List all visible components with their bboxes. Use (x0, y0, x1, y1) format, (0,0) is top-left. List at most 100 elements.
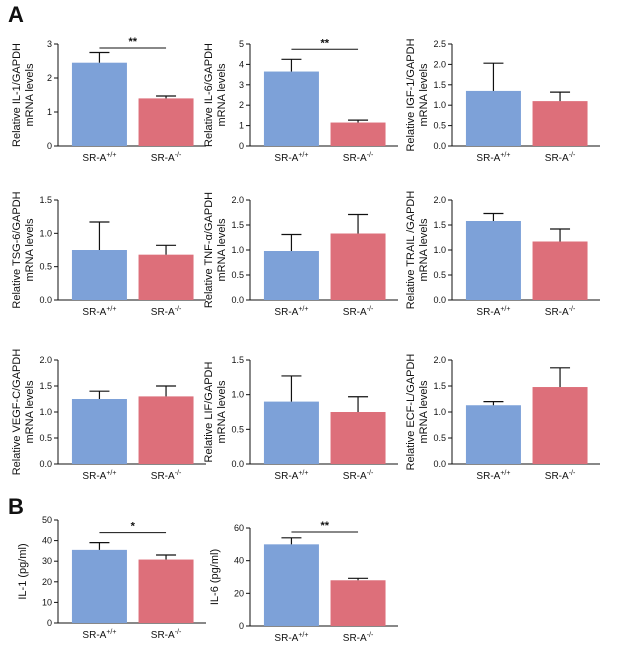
bar (138, 396, 194, 464)
chart-11: 0 20 40 60 SR-A+/+ SR-A-/- ** IL-6 (pg/ml) (209, 520, 398, 644)
bar (138, 98, 194, 146)
bar (138, 254, 194, 300)
y-tick-label: 20 (234, 588, 244, 598)
y-tick-label: 0.0 (433, 295, 446, 305)
y-axis-label: mRNA levels (216, 218, 228, 281)
x-tick-label: SR-A+/+ (82, 470, 116, 482)
y-axis-label: mRNA levels (216, 63, 228, 126)
significance-label: ** (320, 520, 329, 532)
x-tick-label: SR-A+/+ (274, 470, 308, 482)
x-tick-label: SR-A+/+ (82, 306, 116, 318)
x-tick-label: SR-A+/+ (274, 632, 308, 644)
y-tick-label: 0.5 (39, 433, 52, 443)
y-tick-label: 2.0 (433, 355, 446, 365)
x-tick-label: SR-A-/- (151, 629, 182, 641)
chart-5: 0.0 0.5 1.0 1.5 2.0 SR-A+/+ SR-A-/- Relative TN… (203, 192, 398, 318)
significance-label: ** (128, 36, 137, 48)
y-tick-label: 1 (47, 107, 52, 117)
significance-label: * (131, 521, 136, 533)
bar (263, 544, 319, 626)
chart-1: 0 1 2 3 SR-A+/+ SR-A-/- ** Relative IL-1/GAPDH m… (11, 36, 206, 164)
y-axis-label: IL-1 (pg/ml) (17, 543, 29, 599)
y-axis-label: mRNA levels (216, 380, 228, 443)
bar (71, 399, 127, 464)
bar (71, 62, 127, 147)
y-tick-label: 30 (42, 556, 52, 566)
x-tick-label: SR-A-/- (343, 470, 374, 482)
y-tick-label: 5 (239, 39, 244, 49)
y-tick-label: 1.0 (433, 407, 446, 417)
y-axis-label: Relative VEGF-C/GAPDH (11, 349, 23, 476)
y-tick-label: 0.0 (231, 459, 244, 469)
y-tick-label: 0.5 (433, 121, 446, 131)
y-tick-label: 0.0 (433, 141, 446, 151)
y-axis-label: mRNA levels (418, 218, 430, 281)
panel-label-a: A (8, 2, 24, 27)
bar (263, 401, 319, 464)
x-tick-label: SR-A-/- (151, 306, 182, 318)
y-axis-label: Relative IGF-1/GAPDH (405, 38, 417, 151)
y-tick-label: 2.0 (231, 195, 244, 205)
y-tick-label: 1.5 (39, 381, 52, 391)
x-tick-label: SR-A+/+ (82, 629, 116, 641)
x-tick-label: SR-A-/- (545, 470, 576, 482)
x-tick-label: SR-A+/+ (274, 152, 308, 164)
y-axis-label: Relative TRAIL /GAPDH (405, 191, 417, 310)
y-axis-label: IL-6 (pg/ml) (209, 549, 221, 605)
y-tick-label: 40 (234, 556, 244, 566)
y-tick-label: 0.5 (433, 433, 446, 443)
y-tick-label: 0 (239, 621, 244, 631)
y-axis-label: Relative ECF-L/GAPDH (405, 354, 417, 471)
y-axis-label: Relative IL-6/GAPDH (203, 43, 215, 147)
x-tick-label: SR-A+/+ (82, 152, 116, 164)
y-axis-label: Relative TSG-6/GAPDH (11, 191, 23, 308)
y-axis-label: mRNA levels (418, 63, 430, 126)
y-axis-label: mRNA levels (24, 218, 36, 281)
x-tick-label: SR-A-/- (343, 632, 374, 644)
y-tick-label: 2.0 (433, 59, 446, 69)
chart-2: 0 1 2 3 4 5 SR-A+/+ SR-A-/- ** Relative IL-6/GAPD… (203, 37, 398, 164)
bar (71, 549, 127, 623)
bar (138, 559, 194, 623)
y-tick-label: 2.5 (433, 39, 446, 49)
y-tick-label: 0 (47, 141, 52, 151)
x-tick-label: SR-A-/- (343, 152, 374, 164)
bar (330, 122, 386, 146)
bar (532, 101, 588, 146)
chart-3: 0.0 0.5 1.0 1.5 2.0 2.5 SR-A+/+ SR-A-/- Relative… (405, 38, 600, 164)
y-tick-label: 0.5 (39, 262, 52, 272)
y-tick-label: 1.5 (433, 80, 446, 90)
x-tick-label: SR-A-/- (343, 306, 374, 318)
y-axis-label: mRNA levels (24, 63, 36, 126)
x-tick-label: SR-A-/- (545, 306, 576, 318)
y-tick-label: 0.0 (231, 295, 244, 305)
chart-10: 0 10 20 30 40 50 SR-A+/+ SR-A-/- * IL-1 (pg/ml) (17, 515, 206, 641)
y-tick-label: 0.0 (433, 459, 446, 469)
y-axis-label: Relative IL-1/GAPDH (11, 43, 23, 147)
bar (532, 241, 588, 300)
bar (71, 250, 127, 300)
bar (263, 71, 319, 146)
y-tick-label: 1.0 (433, 245, 446, 255)
bar (330, 580, 386, 626)
y-tick-label: 4 (239, 59, 244, 69)
y-tick-label: 10 (42, 597, 52, 607)
bar (465, 405, 521, 464)
y-tick-label: 2.0 (39, 355, 52, 365)
bar (465, 90, 521, 146)
bar (330, 412, 386, 464)
y-tick-label: 0.0 (39, 295, 52, 305)
y-axis-label: Relative TNF-α/GAPDH (203, 192, 215, 308)
y-tick-label: 40 (42, 536, 52, 546)
bar (330, 233, 386, 300)
y-axis-label: mRNA levels (24, 380, 36, 443)
y-tick-label: 1.0 (39, 228, 52, 238)
x-tick-label: SR-A+/+ (476, 152, 510, 164)
y-tick-label: 1.0 (433, 100, 446, 110)
y-tick-label: 1.0 (231, 390, 244, 400)
y-tick-label: 0 (239, 141, 244, 151)
x-tick-label: SR-A+/+ (476, 470, 510, 482)
y-axis-label: Relative LIF/GAPDH (203, 362, 215, 463)
chart-6: 0.0 0.5 1.0 1.5 2.0 SR-A+/+ SR-A-/- Relative TR… (405, 191, 600, 318)
